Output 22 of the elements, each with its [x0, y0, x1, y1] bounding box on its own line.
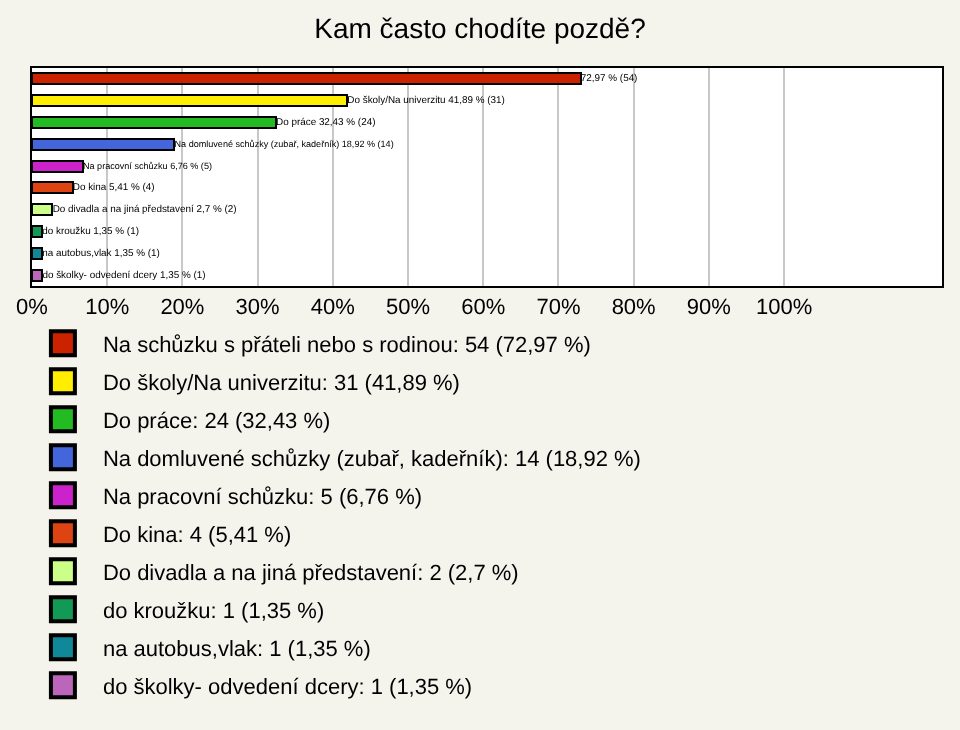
x-tick-label: 20% — [160, 296, 205, 321]
x-tick-label: 40% — [310, 296, 356, 321]
x-tick-label: 10% — [85, 296, 130, 321]
legend-label: Do divadla a na jiná představení: 2 (2,7 %) — [102, 561, 519, 586]
x-tick-label: 60% — [461, 296, 506, 321]
x-tick-label: 30% — [235, 296, 281, 321]
x-tick-label: 0% — [16, 296, 49, 321]
legend-label: na autobus,vlak: 1 (1,35 %) — [102, 637, 371, 662]
legend-label: do školky- odvedení dcery: 1 (1,35 %) — [102, 675, 473, 700]
x-tick-label: 80% — [611, 296, 657, 321]
legend-label: Do kina: 4 (5,41 %) — [102, 523, 292, 548]
chart-title: Kam často chodíte pozdě? — [314, 11, 647, 44]
legend-label: Na schůzku s přáteli nebo s rodinou: 54 (72,97 %) — [102, 333, 591, 358]
legend-label: do kroužku: 1 (1,35 %) — [102, 599, 325, 624]
x-tick-label: 70% — [536, 296, 581, 321]
x-tick-label: 100% — [755, 296, 813, 321]
legend-label: Do práce: 24 (32,43 %) — [102, 409, 331, 434]
legend-label: Na pracovní schůzku: 5 (6,76 %) — [102, 485, 423, 510]
legend-label: Na domluvené schůzky (zubař, kadeřník): 14 (18,92 %) — [102, 447, 641, 472]
legend-label: Do školy/Na univerzitu: 31 (41,89 %) — [102, 371, 460, 396]
x-tick-label: 50% — [386, 296, 431, 321]
x-tick-label: 90% — [686, 296, 732, 321]
